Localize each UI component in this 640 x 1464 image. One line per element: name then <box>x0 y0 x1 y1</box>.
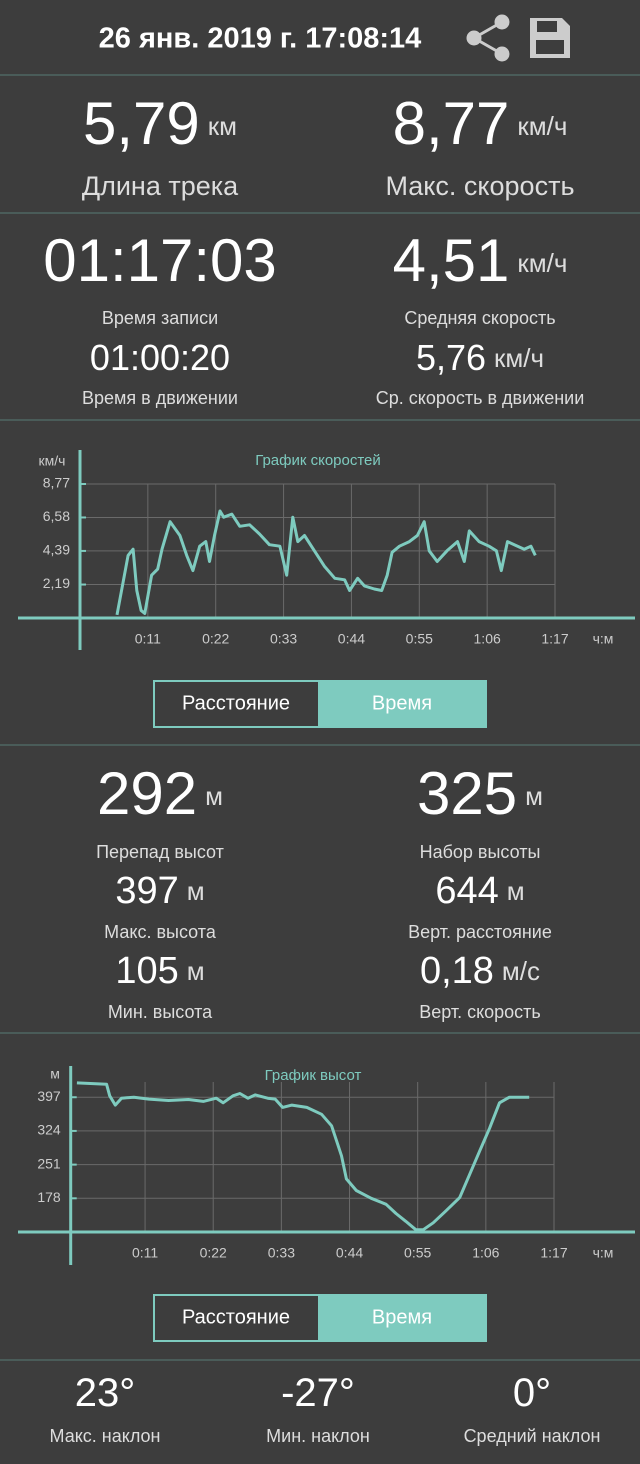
toggle-option[interactable]: Время <box>372 1306 432 1328</box>
stat: -27° <box>281 1371 355 1415</box>
stat-label: Верт. скорость <box>419 1002 541 1022</box>
y-tick-label: 8,77 <box>43 475 70 491</box>
stat-value: 4,51 <box>393 227 510 294</box>
stat-value: 8,77 <box>393 90 510 157</box>
toggle-option[interactable]: Время <box>372 692 432 714</box>
stat-value: 23° <box>75 1371 136 1415</box>
x-tick-label: 0:33 <box>268 1245 295 1261</box>
stat-value: 0° <box>513 1371 551 1415</box>
stat-value: 397 <box>115 870 178 912</box>
x-tick-label: 0:33 <box>270 631 297 647</box>
chart-title: График скоростей <box>255 452 381 469</box>
stat-value: 01:17:03 <box>43 227 277 294</box>
stat: 105 м <box>115 950 204 992</box>
x-tick-label: 1:17 <box>540 1245 567 1261</box>
x-tick-label: 0:44 <box>338 631 365 647</box>
stat-label: Время в движении <box>82 388 238 408</box>
y-tick-label: 178 <box>37 1189 61 1205</box>
stat: 5,76 км/ч <box>416 337 544 378</box>
y-tick-label: 251 <box>37 1155 61 1171</box>
save-icon[interactable] <box>530 18 570 58</box>
y-axis-label: км/ч <box>39 453 66 469</box>
stat-unit: км/ч <box>517 248 567 278</box>
chart-title: График высот <box>265 1067 362 1084</box>
y-tick-label: 4,39 <box>43 542 70 558</box>
share-icon[interactable] <box>466 14 510 62</box>
stat-unit: м <box>525 781 543 811</box>
stat-label: Средний наклон <box>464 1426 601 1446</box>
y-axis-label: м <box>50 1066 60 1082</box>
stat-label: Набор высоты <box>420 842 541 862</box>
stat: 01:17:03 <box>43 227 277 294</box>
stat-label: Перепад высот <box>96 842 224 862</box>
stat-unit: м/с <box>502 956 540 986</box>
y-tick-label: 6,58 <box>43 508 70 524</box>
x-tick-label: 1:06 <box>474 631 501 647</box>
stat: 8,77 км/ч <box>393 90 568 157</box>
toggle-active <box>318 1295 486 1341</box>
data-line <box>76 1081 530 1232</box>
stat-value: 325 <box>417 760 517 827</box>
stat-label: Мин. наклон <box>266 1426 370 1446</box>
stat-label: Длина трека <box>82 171 239 201</box>
stat: 0° <box>513 1371 551 1415</box>
x-tick-label: 0:44 <box>336 1245 363 1261</box>
x-tick-label: 0:11 <box>135 631 161 647</box>
toggle-option[interactable]: Расстояние <box>182 1306 290 1328</box>
x-tick-label: 0:55 <box>404 1245 431 1261</box>
stat-label: Макс. скорость <box>385 171 574 201</box>
x-axis-label: ч:м <box>593 1245 614 1261</box>
stat: 644 м <box>435 870 524 912</box>
stat: 4,51 км/ч <box>393 227 568 294</box>
stat-unit: км/ч <box>517 111 567 141</box>
header-title: 26 янв. 2019 г. 17:08:14 <box>99 23 422 55</box>
stat-value: 105 <box>115 950 178 992</box>
y-tick-label: 324 <box>37 1122 61 1138</box>
stat-value: 292 <box>97 760 197 827</box>
stat-value: 01:00:20 <box>90 337 230 378</box>
stat: 5,79 км <box>83 90 237 157</box>
stat-unit: м <box>205 781 223 811</box>
stat-unit: м <box>507 876 525 906</box>
toggle-active <box>318 681 486 727</box>
stat-unit: м <box>187 876 205 906</box>
stat-value: -27° <box>281 1371 355 1415</box>
stat-label: Средняя скорость <box>404 308 555 328</box>
y-tick-label: 397 <box>37 1088 61 1104</box>
x-tick-label: 1:06 <box>472 1245 499 1261</box>
stat: 0,18 м/с <box>420 950 540 992</box>
stat-label: Время записи <box>102 308 218 328</box>
toggle-option[interactable]: Расстояние <box>182 692 290 714</box>
stat: 23° <box>75 1371 136 1415</box>
stat-value: 644 <box>435 870 498 912</box>
x-tick-label: 0:11 <box>132 1245 158 1261</box>
x-tick-label: 1:17 <box>541 631 568 647</box>
x-tick-label: 0:55 <box>406 631 433 647</box>
stat-value: 5,79 <box>83 90 200 157</box>
x-tick-label: 0:22 <box>200 1245 227 1261</box>
stat: 325 м <box>417 760 543 827</box>
stat-label: Ср. скорость в движении <box>376 388 585 408</box>
x-axis-label: ч:м <box>593 631 614 647</box>
stat-value: 0,18 <box>420 950 494 992</box>
stat-value: 5,76 <box>416 337 486 378</box>
data-line <box>115 509 537 616</box>
stat-label: Макс. наклон <box>50 1426 161 1446</box>
stat-label: Верт. расстояние <box>408 922 552 942</box>
stat: 292 м <box>97 760 223 827</box>
stat-label: Макс. высота <box>104 922 217 942</box>
stat-unit: км <box>208 111 237 141</box>
stat: 01:00:20 <box>90 337 230 378</box>
stat-label: Мин. высота <box>108 1002 213 1022</box>
stat: 397 м <box>115 870 204 912</box>
stat-unit: км/ч <box>494 343 544 373</box>
x-tick-label: 0:22 <box>202 631 229 647</box>
stat-unit: м <box>187 956 205 986</box>
y-tick-label: 2,19 <box>43 575 70 591</box>
